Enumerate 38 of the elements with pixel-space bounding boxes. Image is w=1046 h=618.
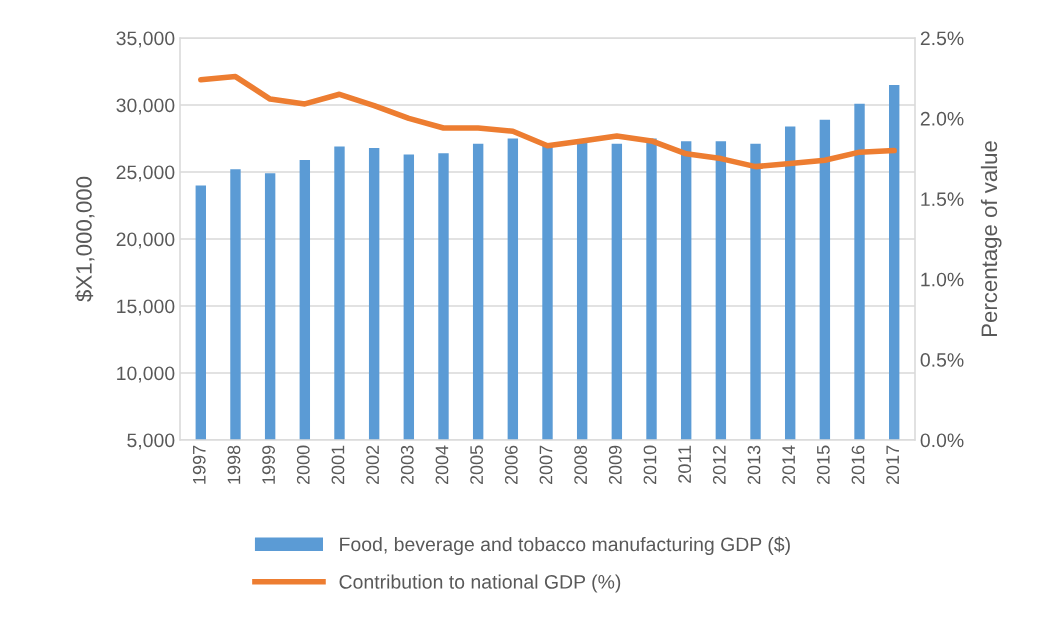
- x-tick-label: 2003: [400, 445, 414, 485]
- x-tick-label: 2008: [574, 445, 588, 485]
- x-tick-label: 2002: [366, 445, 379, 485]
- x-tick-label: 2007: [539, 445, 553, 485]
- y-tick-label: 15,000: [117, 299, 175, 316]
- y-tick-label: 5,000: [127, 433, 175, 450]
- y-axis-title: $X1,000,000: [75, 176, 95, 302]
- x-tick-label: 1999: [262, 445, 275, 484]
- y2-axis-title: Percentage of value: [980, 141, 1002, 336]
- x-tick-label: 1998: [227, 445, 241, 484]
- x-tick-label: 2016: [851, 445, 865, 485]
- legend-label: Food, beverage and tobacco manufacturing GDP ($): [340, 536, 790, 556]
- y2-tick-label: 0.5%: [920, 353, 964, 367]
- x-tick-label: 2000: [296, 445, 310, 485]
- legend-label: Contribution to national GDP (%): [339, 574, 621, 593]
- y2-tick-label: 1.0%: [921, 272, 964, 287]
- x-tick-label: 2001: [331, 445, 345, 485]
- x-tick-label: 2017: [886, 445, 900, 485]
- y2-tick-label: 2.5%: [920, 31, 964, 46]
- x-tick-label: 1997: [192, 445, 206, 484]
- x-tick-label: 2015: [816, 445, 830, 485]
- x-tick-label: 2009: [608, 445, 622, 485]
- x-tick-label: 2005: [470, 445, 484, 485]
- y-tick-label: 20,000: [116, 232, 175, 249]
- x-tick-label: 2010: [643, 445, 657, 485]
- y-tick-label: 10,000: [117, 366, 175, 383]
- y2-tick-label: 2.0%: [920, 111, 964, 126]
- y2-tick-label: 0.0%: [920, 433, 964, 448]
- y-tick-label: 35,000: [116, 31, 175, 48]
- x-tick-label: 2004: [435, 445, 449, 485]
- y-tick-label: 30,000: [116, 98, 175, 115]
- x-tick-label: 2006: [504, 445, 518, 485]
- x-tick-label: 2011: [678, 445, 692, 483]
- x-tick-label: 2012: [712, 445, 726, 485]
- x-tick-label: 2013: [747, 445, 761, 485]
- y-tick-label: 25,000: [116, 165, 175, 182]
- y2-tick-label: 1.5%: [921, 192, 964, 207]
- x-tick-label: 2014: [782, 445, 796, 485]
